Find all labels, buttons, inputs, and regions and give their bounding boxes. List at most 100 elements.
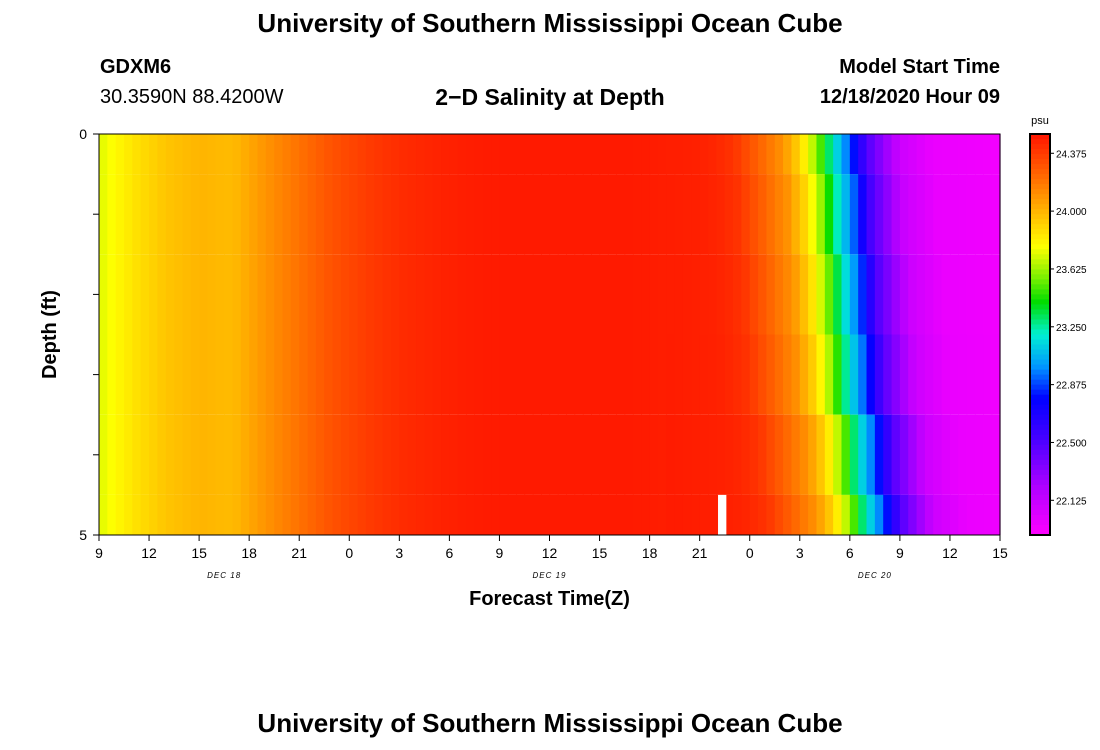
heatmap-cell — [199, 494, 209, 535]
heatmap-cell — [582, 254, 592, 335]
colorbar-segment — [1030, 254, 1050, 260]
heatmap-cell — [874, 174, 884, 255]
heatmap-cell — [833, 494, 843, 535]
heatmap-cell — [791, 254, 801, 335]
heatmap-cell — [524, 174, 534, 255]
heatmap-cell — [282, 494, 292, 535]
heatmap-cell — [908, 134, 918, 175]
heatmap-cell — [582, 414, 592, 495]
heatmap-cell — [699, 334, 709, 415]
heatmap-cell — [507, 174, 517, 255]
heatmap-cell — [649, 414, 659, 495]
heatmap-cell — [324, 494, 334, 535]
heatmap-cell — [265, 174, 275, 255]
heatmap-cell — [674, 334, 684, 415]
heatmap-cell — [916, 494, 926, 535]
heatmap-cell — [899, 494, 909, 535]
heatmap-cell — [741, 494, 751, 535]
heatmap-cell — [858, 174, 868, 255]
heatmap-cell — [524, 494, 534, 535]
heatmap-cell — [449, 494, 459, 535]
heatmap-cell — [966, 414, 976, 495]
heatmap-cell — [549, 134, 559, 175]
heatmap-cell — [824, 334, 834, 415]
colorbar-segment — [1030, 184, 1050, 190]
heatmap-cell — [182, 174, 192, 255]
heatmap-cell — [682, 174, 692, 255]
heatmap-cell — [566, 174, 576, 255]
heatmap-cell — [582, 174, 592, 255]
heatmap-cell — [207, 494, 217, 535]
heatmap-cell — [282, 174, 292, 255]
heatmap-cell — [899, 334, 909, 415]
heatmap-cell — [215, 414, 225, 495]
heatmap-cell — [549, 334, 559, 415]
heatmap-cell — [474, 334, 484, 415]
heatmap-cell — [240, 334, 250, 415]
heatmap-cell — [599, 174, 609, 255]
heatmap-cell — [174, 414, 184, 495]
heatmap-cell — [833, 254, 843, 335]
heatmap-cell — [974, 174, 984, 255]
heatmap-cell — [557, 334, 567, 415]
page-title: University of Southern Mississippi Ocean… — [257, 8, 843, 38]
heatmap-cell — [708, 134, 717, 175]
heatmap-cell — [99, 254, 108, 335]
heatmap-cell — [624, 334, 634, 415]
heatmap-cell — [849, 494, 859, 535]
heatmap-cell — [682, 334, 692, 415]
heatmap-cell — [958, 134, 968, 175]
heatmap-cell — [315, 134, 325, 175]
heatmap-cell — [265, 414, 275, 495]
heatmap-cell — [933, 254, 943, 335]
heatmap-cell — [941, 334, 951, 415]
heatmap-cell — [824, 414, 834, 495]
heatmap-cell — [290, 334, 300, 415]
heatmap-cell — [808, 134, 818, 175]
heatmap-cell — [532, 174, 542, 255]
heatmap-cell — [841, 334, 851, 415]
heatmap-cell — [874, 414, 884, 495]
heatmap-cell — [190, 494, 200, 535]
heatmap-cell — [582, 134, 592, 175]
heatmap-cell — [457, 134, 467, 175]
colorbar-segment — [1030, 164, 1050, 170]
heatmap-cell — [174, 134, 184, 175]
heatmap-cell — [390, 414, 400, 495]
heatmap-cell — [766, 414, 776, 495]
colorbar-segment — [1030, 239, 1050, 245]
heatmap-cell — [941, 134, 951, 175]
heatmap-cell — [499, 414, 509, 495]
heatmap-cell — [849, 174, 859, 255]
heatmap-cell — [557, 414, 567, 495]
heatmap-cell — [599, 254, 609, 335]
heatmap-cell — [374, 254, 384, 335]
colorbar-segment — [1030, 264, 1050, 270]
heatmap-cell — [774, 494, 784, 535]
heatmap-cell — [182, 334, 192, 415]
colorbar-segment — [1030, 394, 1050, 401]
heatmap-cell — [315, 334, 325, 415]
heatmap-cell — [165, 174, 175, 255]
heatmap-cell — [682, 134, 692, 175]
heatmap-cell — [132, 494, 142, 535]
colorbar-tick-label: 23.625 — [1056, 265, 1087, 276]
heatmap-cell — [432, 414, 442, 495]
heatmap-cell — [474, 254, 484, 335]
heatmap-cell — [808, 414, 818, 495]
heatmap-cell — [599, 334, 609, 415]
heatmap-cell — [941, 494, 951, 535]
colorbar-tick-label: 22.875 — [1056, 381, 1087, 392]
heatmap-cell — [441, 494, 450, 535]
heatmap-cell — [532, 334, 542, 415]
heatmap-cell — [516, 134, 526, 175]
heatmap-cell — [908, 494, 918, 535]
heatmap-cell — [641, 414, 651, 495]
heatmap-cell — [774, 414, 784, 495]
heatmap-cell — [340, 134, 350, 175]
colorbar-segment — [1030, 409, 1050, 416]
heatmap-cell — [741, 134, 751, 175]
heatmap-cell — [174, 174, 184, 255]
colorbar-segment — [1030, 144, 1050, 150]
heatmap-cell — [257, 414, 267, 495]
